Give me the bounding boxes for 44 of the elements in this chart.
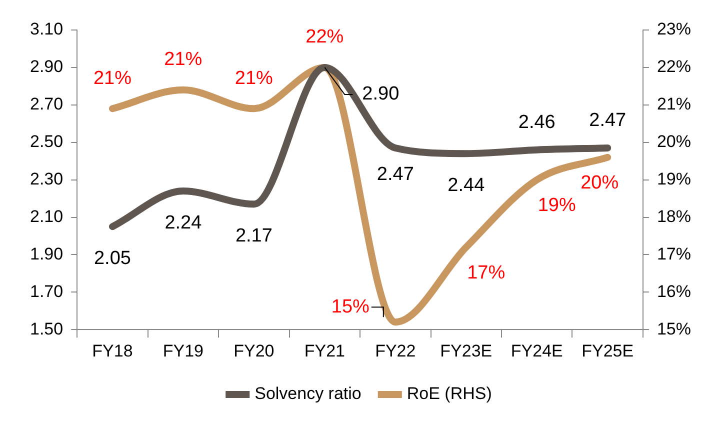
data-label: 2.05 xyxy=(94,248,131,269)
data-label: 19% xyxy=(538,195,576,216)
x-tick-label: FY25E xyxy=(582,341,634,360)
x-tick-label: FY19 xyxy=(162,341,204,360)
data-label: 17% xyxy=(467,262,506,284)
x-tick-label: FY21 xyxy=(304,341,345,360)
y2-tick-label: 21% xyxy=(656,94,692,114)
y2-tick-label: 15% xyxy=(656,319,692,338)
data-label: 2.90 xyxy=(362,84,400,105)
legend-label: Solvency ratio xyxy=(254,384,362,404)
data-label: 21% xyxy=(93,68,132,89)
data-label: 2.47 xyxy=(589,110,626,132)
y2-tick-label: 18% xyxy=(656,206,692,226)
y2-tick-label: 23% xyxy=(656,20,692,39)
data-label: 20% xyxy=(580,172,619,194)
y-tick-label: 2.50 xyxy=(30,132,64,152)
data-label: 21% xyxy=(164,49,202,70)
data-label: 2.47 xyxy=(376,164,414,186)
x-tick-label: FY24E xyxy=(510,341,563,360)
x-tick-label: FY18 xyxy=(92,341,133,360)
x-tick-label: FY20 xyxy=(234,341,274,360)
data-label: 2.17 xyxy=(235,225,272,246)
legend-label: RoE (RHS) xyxy=(406,384,492,404)
y-tick-label: 2.70 xyxy=(30,94,64,114)
x-tick-label: FY22 xyxy=(375,341,416,360)
data-label: 2.44 xyxy=(448,174,486,196)
data-label: 2.46 xyxy=(518,112,556,134)
x-tick-label: FY23E xyxy=(440,341,492,360)
y-tick-label: 1.50 xyxy=(30,319,64,338)
y-tick-label: 2.90 xyxy=(30,57,64,76)
data-label: 21% xyxy=(234,68,274,89)
data-label: 15% xyxy=(331,296,370,318)
y-tick-label: 1.90 xyxy=(30,244,64,264)
y-tick-label: 2.30 xyxy=(30,169,64,188)
y2-tick-label: 20% xyxy=(656,132,692,152)
y-tick-label: 3.10 xyxy=(30,20,64,39)
y2-tick-label: 16% xyxy=(656,282,692,301)
data-label: 2.24 xyxy=(164,212,202,234)
y2-tick-label: 17% xyxy=(656,244,692,264)
y-tick-label: 2.10 xyxy=(30,206,64,226)
y-tick-label: 1.70 xyxy=(30,282,64,301)
data-label: 22% xyxy=(306,26,344,48)
y2-tick-label: 22% xyxy=(656,57,692,76)
y2-tick-label: 19% xyxy=(656,169,692,188)
